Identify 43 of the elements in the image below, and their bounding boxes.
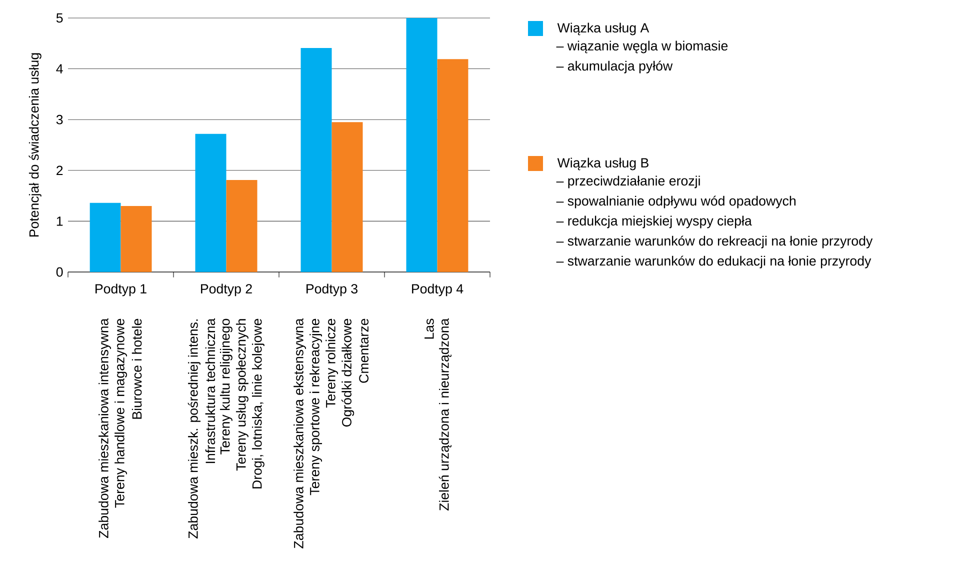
y-axis-title: Potencjał do świadczenia usług (28, 53, 42, 237)
text: Zabudowa mieszkaniowa intensywna (98, 318, 112, 538)
text: Ogródki działkowe (342, 318, 354, 427)
text: Las (424, 318, 434, 339)
text: Zabudowa mieszkaniowa ekstensywna (294, 318, 306, 548)
bar (332, 122, 363, 272)
y-tick-label: 2 (56, 166, 63, 176)
text: – redukcja miejskiej wyspy ciepła (556, 216, 752, 228)
bar (226, 180, 258, 272)
text: – stwarzanie warunków do rekreacji na łonie przyrody (556, 236, 873, 248)
text: Tereny handlowe i magazynowe (114, 318, 128, 508)
text: Tereny kultu religijnego (220, 318, 232, 454)
x-tick-label: Podtyp 2 (201, 284, 252, 296)
text: Tereny rolnicze (326, 318, 338, 408)
bar (195, 134, 226, 272)
text: Zieleń urządzona i nieurządzona (438, 318, 452, 511)
text: – stwarzanie warunków do edukacji na łonie przyrody (556, 256, 872, 268)
text: Drogi, lotniska, linie kolejowe (252, 318, 264, 488)
y-tick-label: 5 (56, 13, 63, 23)
legend-label: Wiązka usług A (557, 22, 650, 36)
x-tick-label: Podtyp 4 (412, 284, 464, 296)
text: Cmentarze (359, 318, 369, 383)
bar (406, 18, 438, 272)
y-tick-label: 4 (56, 64, 63, 74)
y-tick-label: 1 (56, 216, 63, 226)
text: Tereny usług społecznych (236, 319, 248, 471)
y-tick-label: 3 (56, 114, 63, 124)
x-tick-label: Podtyp 1 (96, 284, 146, 296)
text: – wiązanie węgla w biomasie (556, 40, 728, 54)
bar (120, 206, 152, 272)
text: – przeciwdziałanie erozji (556, 176, 700, 188)
legend-label: Wiązka usług B (557, 158, 648, 170)
text: – akumulacja pyłów (556, 60, 673, 74)
bar (90, 202, 121, 272)
y-tick-label: 0 (56, 267, 63, 277)
text: Biurowce i hotele (132, 318, 142, 419)
bar (300, 48, 332, 272)
text: Infrastruktura techniczna (205, 318, 216, 464)
x-tick-label: Podtyp 3 (306, 284, 358, 296)
text: Tereny sportowe i rekreacyjne (310, 318, 322, 496)
bar (437, 59, 468, 272)
text: Zabudowa mieszk. pośredniej intens. (188, 320, 200, 538)
text: – spowalnianie odpływu wód opadowych (556, 196, 796, 208)
